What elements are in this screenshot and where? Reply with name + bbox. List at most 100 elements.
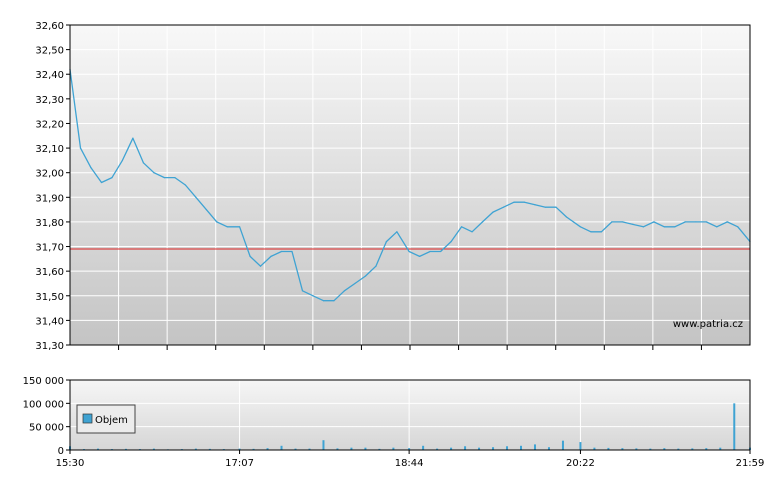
price-point: [579, 226, 582, 228]
price-point: [492, 211, 494, 213]
price-point: [385, 241, 388, 243]
x-tick-label: 18:44: [395, 458, 424, 469]
volume-bar: [266, 448, 269, 450]
volume-y-tick-label: 100 000: [23, 399, 64, 410]
volume-bar: [124, 448, 127, 450]
volume-bar: [506, 446, 509, 450]
volume-bar: [350, 447, 353, 450]
price-point: [419, 255, 421, 257]
price-point: [642, 226, 644, 228]
x-tick-label: 20:22: [566, 458, 595, 469]
price-point: [259, 265, 262, 267]
volume-bar: [152, 448, 155, 450]
price-y-tick-label: 32,50: [35, 46, 64, 57]
volume-bar: [208, 448, 211, 450]
volume-bar: [238, 448, 241, 450]
price-y-tick-label: 31,30: [35, 341, 64, 352]
volume-bar: [392, 447, 395, 450]
volume-bar: [408, 448, 411, 450]
price-point: [79, 147, 82, 149]
price-point: [471, 231, 473, 233]
volume-bar: [252, 448, 255, 450]
price-y-tick-label: 31,80: [35, 218, 64, 229]
volume-bar: [336, 448, 339, 450]
volume-bar: [280, 445, 283, 450]
volume-bar: [733, 403, 736, 450]
price-point: [565, 216, 568, 218]
price-y-tick-label: 31,60: [35, 267, 64, 278]
price-point: [375, 265, 377, 267]
volume-y-tick-label: 150 000: [23, 376, 64, 387]
price-y-tick-label: 31,90: [35, 193, 64, 204]
volume-bar: [691, 448, 694, 450]
price-point: [205, 209, 207, 211]
legend-swatch: [82, 413, 93, 424]
volume-bar: [635, 448, 638, 450]
price-point: [291, 250, 293, 253]
price-y-tick-label: 32,20: [35, 119, 64, 130]
volume-bar: [194, 448, 197, 450]
volume-bar: [561, 440, 564, 450]
volume-bar: [547, 447, 550, 450]
volume-plot-area: [70, 380, 750, 450]
price-point: [695, 221, 697, 223]
price-point: [653, 221, 655, 223]
price-frame: [69, 24, 751, 346]
price-point: [238, 226, 241, 228]
price-point: [270, 255, 272, 257]
price-point: [674, 226, 676, 228]
price-point: [663, 226, 665, 228]
volume-y-tick-label: 50 000: [29, 423, 64, 434]
price-point: [153, 172, 155, 174]
volume-legend: Objem: [76, 404, 136, 434]
x-tick-label: 17:07: [225, 458, 254, 469]
price-y-tick-label: 32,60: [35, 21, 64, 32]
x-tick-label: 15:30: [56, 458, 85, 469]
volume-bar: [520, 445, 523, 450]
price-point: [142, 162, 145, 164]
price-point: [611, 221, 613, 223]
price-point: [544, 206, 547, 208]
price-point: [481, 221, 484, 223]
price-point: [132, 137, 134, 139]
volume-bar: [593, 447, 596, 450]
price-point: [534, 204, 536, 206]
price-point: [163, 177, 165, 179]
price-y-tick-label: 32,00: [35, 169, 64, 180]
volume-bar: [492, 447, 495, 450]
volume-bar: [607, 447, 610, 450]
price-point: [195, 196, 197, 198]
price-y-tick-label: 32,40: [35, 70, 64, 81]
price-point: [429, 250, 431, 253]
price-point: [408, 250, 410, 253]
volume-bar: [621, 448, 624, 450]
x-tick-label: 21:59: [736, 458, 765, 469]
price-point: [322, 300, 325, 302]
price-y-tick-label: 31,50: [35, 292, 64, 303]
volume-bar: [719, 447, 722, 450]
volume-bar: [579, 442, 582, 450]
price-y-tick-label: 31,40: [35, 316, 64, 327]
volume-bar: [436, 448, 439, 450]
volume-bar: [322, 440, 325, 450]
price-y-tick-label: 32,10: [35, 144, 64, 155]
price-point: [726, 221, 728, 223]
price-point: [513, 201, 515, 203]
price-point: [174, 177, 176, 179]
price-y-tick-label: 32,30: [35, 95, 64, 106]
volume-y-tick-label: 0: [58, 446, 64, 457]
price-point: [621, 221, 623, 223]
price-point: [396, 231, 398, 233]
price-point: [333, 300, 335, 302]
price-point: [184, 184, 186, 186]
volume-frame: [69, 379, 751, 451]
price-point: [312, 295, 314, 297]
price-point: [632, 223, 634, 225]
price-point: [121, 159, 124, 161]
price-point: [590, 231, 592, 233]
price-point: [280, 250, 283, 253]
volume-bar: [478, 447, 481, 450]
legend-label: Objem: [95, 415, 128, 426]
